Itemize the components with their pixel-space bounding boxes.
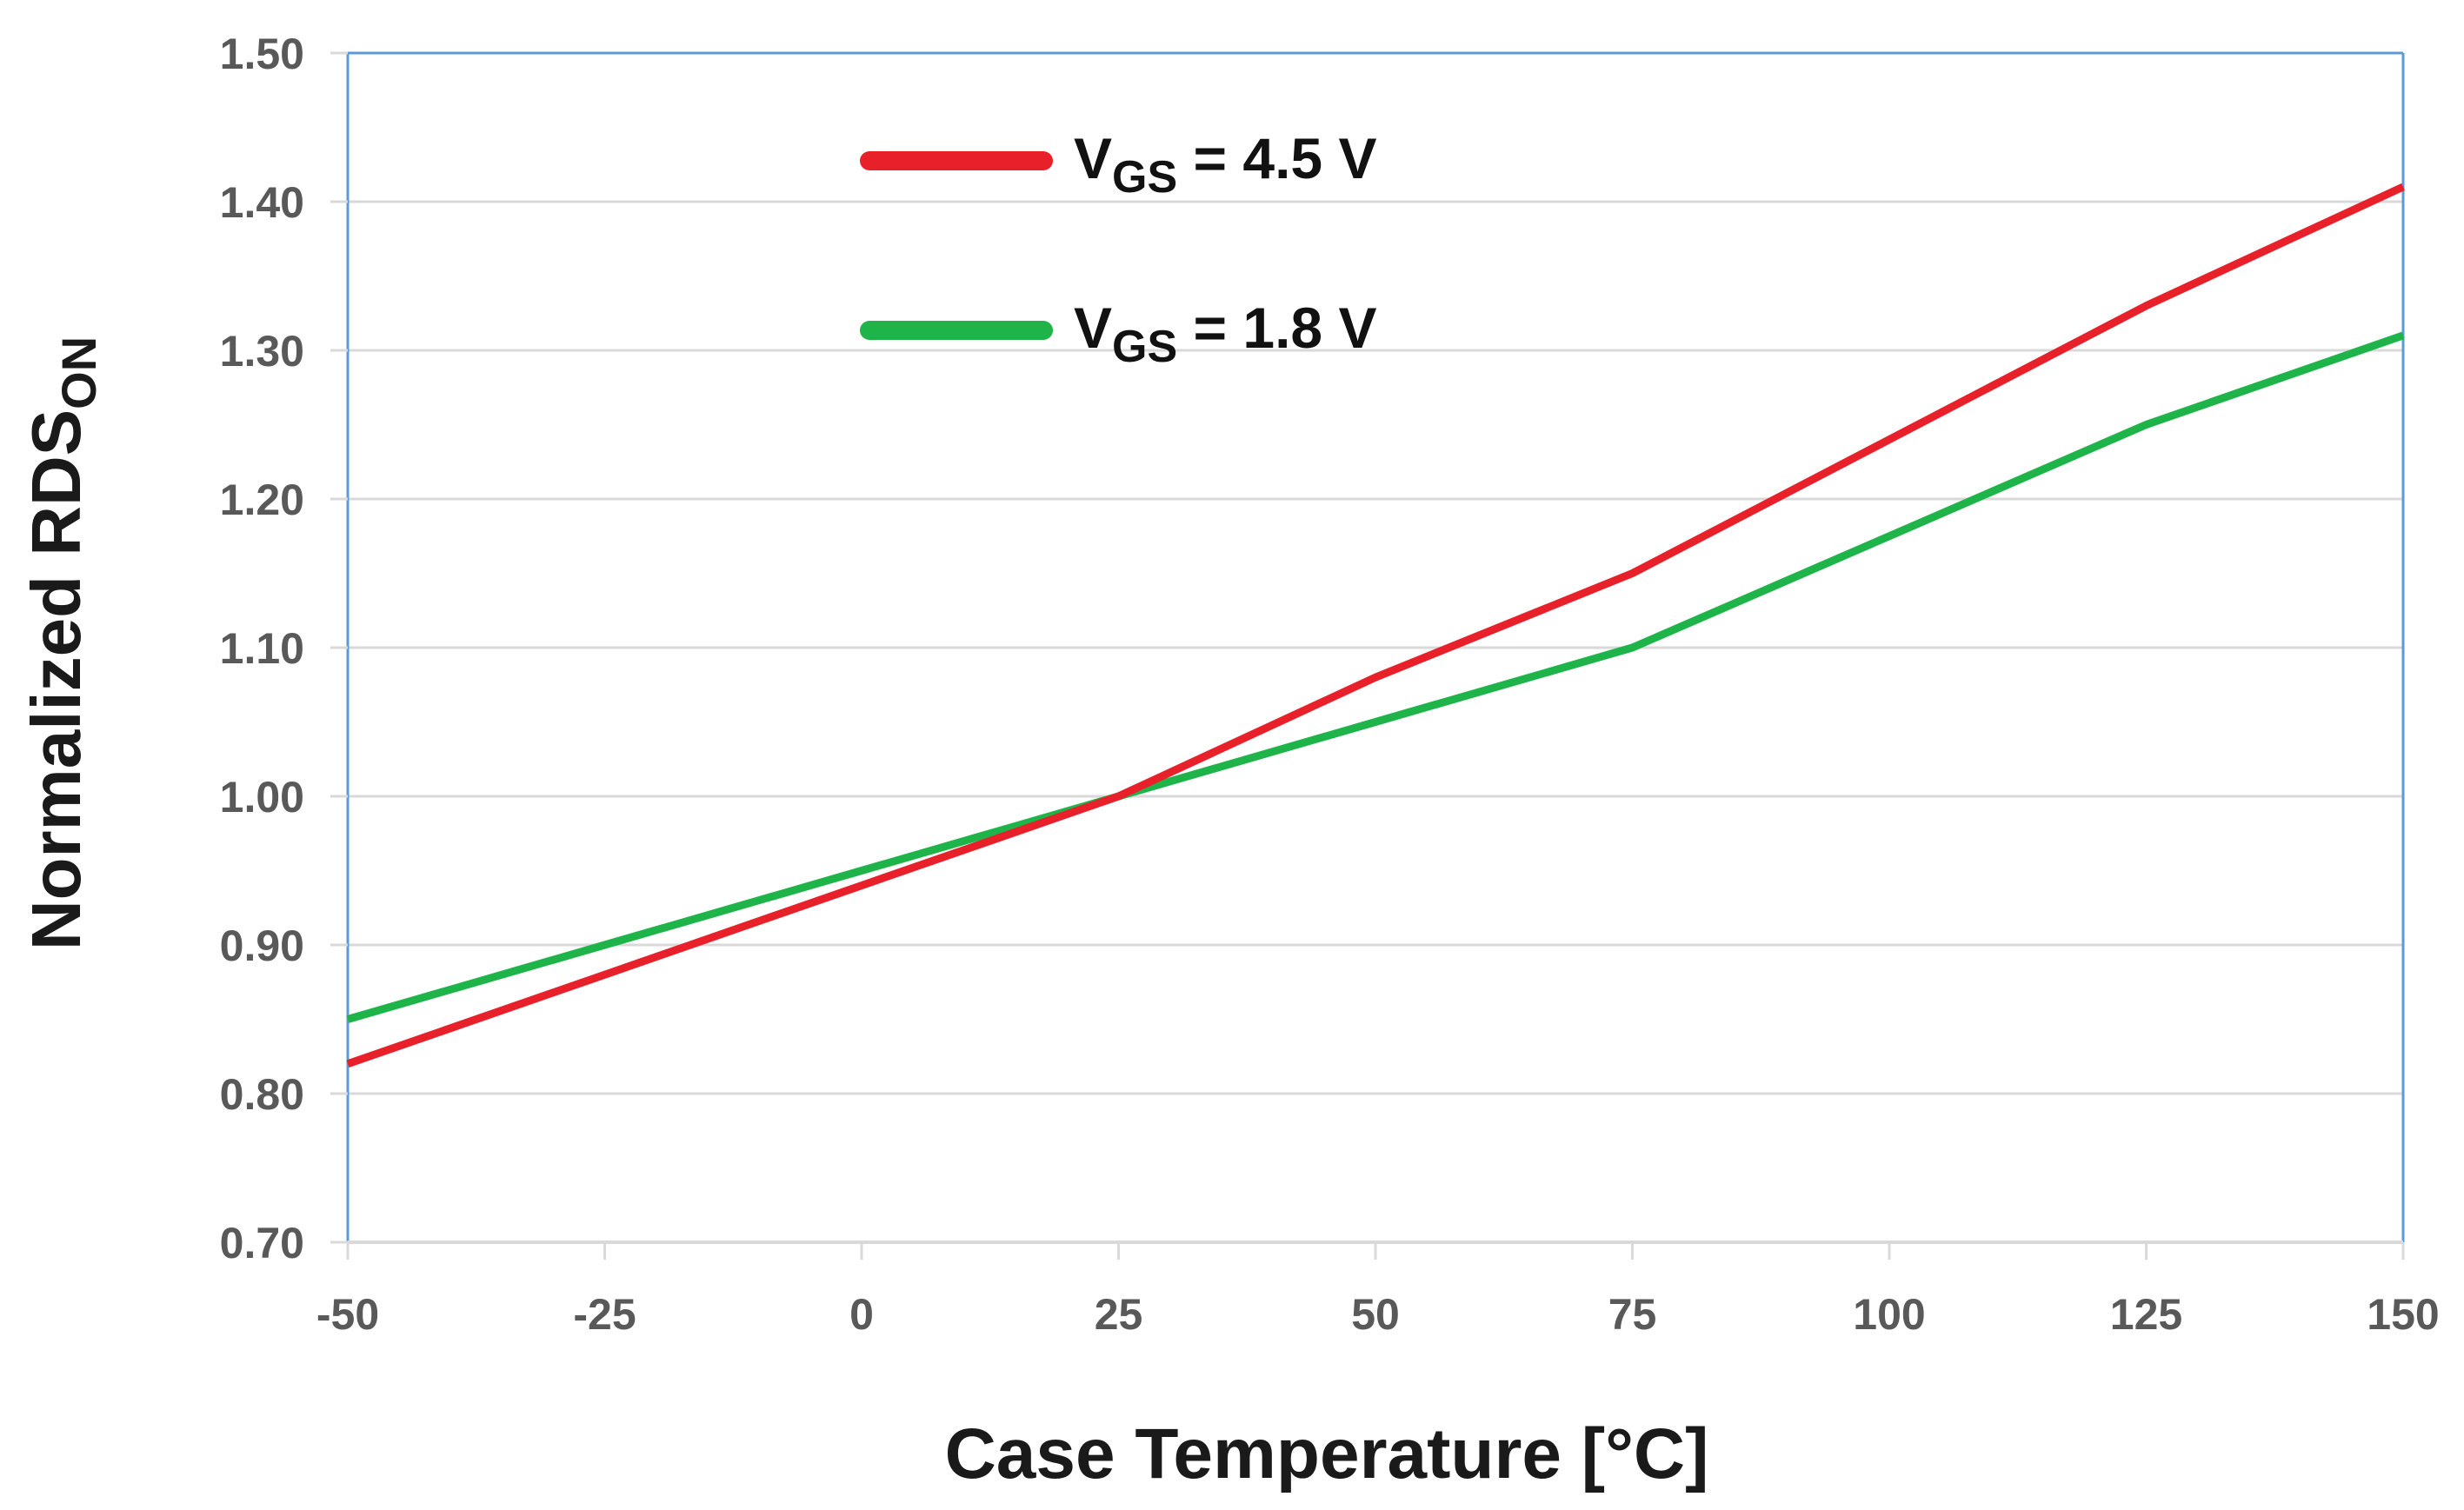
y-tick-label: 1.40 [220,178,304,227]
x-tick-label: 0 [849,1290,874,1339]
legend: VGS = 4.5 V VGS = 1.8 V [860,126,1377,372]
tick-layer: 0.70 0.80 0.90 1.00 1.10 1.20 1.30 1.40 1.50 -50 -… [220,30,2440,1339]
x-axis-title: Case Temperature [°C] [945,1414,1709,1493]
y-tick-label: 1.30 [220,327,304,376]
y-tick-label: 1.00 [220,773,304,822]
y-tick-label: 0.80 [220,1070,304,1119]
y-axis-title-main: Normalized RDS [17,409,95,950]
y-tick-label: 1.10 [220,624,304,673]
grid-layer [348,51,2403,1244]
y-tick-label: 1.20 [220,476,304,524]
y-tick-label: 1.50 [220,30,304,78]
y-tick-label: 0.70 [220,1219,304,1267]
legend-label-vgs-4-5v: VGS = 4.5 V [1074,126,1377,203]
series-line-vgs-4-5v [346,183,2405,1068]
series-line-vgs-1-8v [346,331,2405,1023]
y-axis-title: Normalized RDSON [17,336,106,950]
y-axis-title-subscript: ON [51,336,106,409]
series-layer [346,183,2405,1068]
x-tick-label: 100 [1853,1290,1925,1339]
x-tick-label: 150 [2367,1290,2439,1339]
x-tick-label: 50 [1351,1290,1400,1339]
x-tick-label: 125 [2110,1290,2182,1339]
y-tick-label: 0.90 [220,921,304,970]
x-tick-label: 25 [1095,1290,1143,1339]
legend-label-vgs-1-8v: VGS = 1.8 V [1074,296,1377,372]
x-tick-label: -25 [573,1290,636,1339]
x-tick-label: 75 [1608,1290,1657,1339]
x-tick-label: -50 [316,1290,379,1339]
